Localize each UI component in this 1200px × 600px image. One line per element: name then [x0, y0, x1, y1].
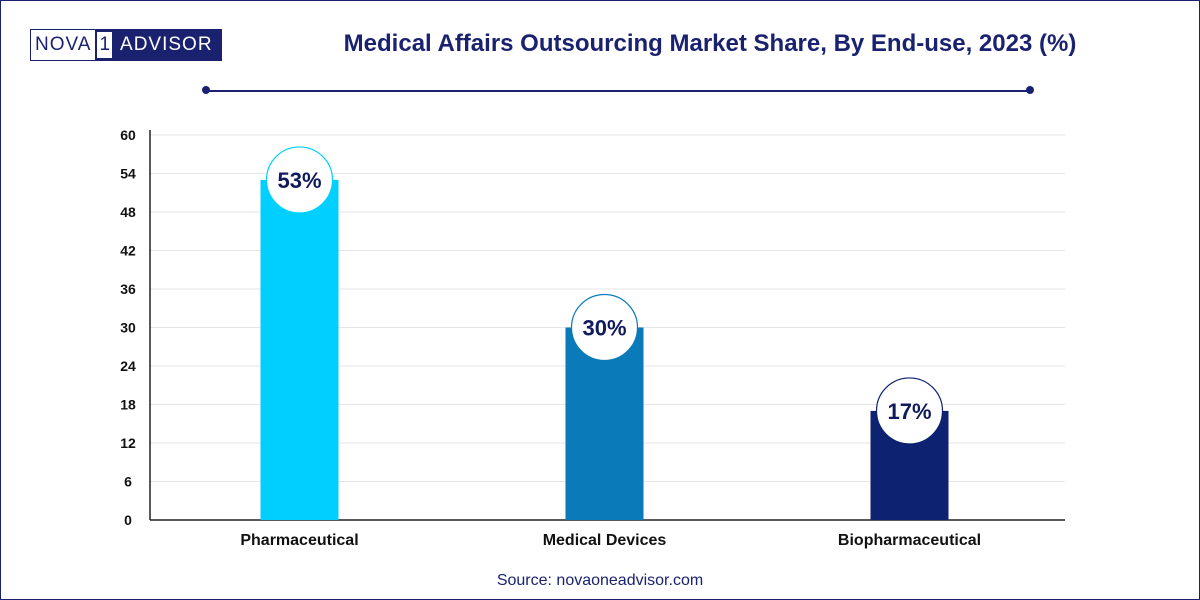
bar	[260, 179, 339, 520]
logo-text-left: NOVA	[31, 30, 96, 60]
title-underline-dot-left	[202, 86, 210, 94]
y-tick-label: 36	[120, 281, 136, 297]
bar-label-bubble	[265, 146, 334, 214]
bar-label-bubble	[570, 293, 639, 362]
source-note: Source: novaoneadvisor.com	[496, 572, 704, 589]
brand-logo: NOVA 1 ADVISOR	[30, 29, 222, 61]
logo-text-right: ADVISOR	[114, 30, 221, 60]
title-underline-dot-right	[1026, 86, 1034, 94]
chart-title: Medical Affairs Outsourcing Market Share…	[343, 30, 1077, 57]
title-underline	[206, 90, 1030, 92]
y-tick-label: 0	[124, 512, 132, 528]
logo-text-mid: 1	[95, 30, 115, 60]
y-tick-label: 18	[120, 397, 136, 413]
y-tick-label: 42	[120, 243, 136, 259]
bar-value-label: 17%	[887, 399, 931, 424]
y-tick-label: 6	[124, 474, 132, 490]
bar-label-bubble	[875, 377, 944, 445]
y-tick-label: 54	[120, 166, 136, 182]
x-tick-label: Pharmaceutical	[240, 532, 358, 549]
bar-value-label: 53%	[277, 168, 321, 193]
y-tick-label: 24	[120, 358, 136, 374]
y-tick-label: 48	[120, 204, 136, 220]
y-tick-label: 30	[120, 320, 136, 336]
y-tick-label: 60	[120, 127, 136, 143]
y-tick-label: 12	[120, 435, 136, 451]
bar-value-label: 30%	[582, 316, 626, 341]
x-tick-label: Medical Devices	[543, 532, 667, 549]
x-tick-label: Biopharmaceutical	[838, 532, 981, 549]
